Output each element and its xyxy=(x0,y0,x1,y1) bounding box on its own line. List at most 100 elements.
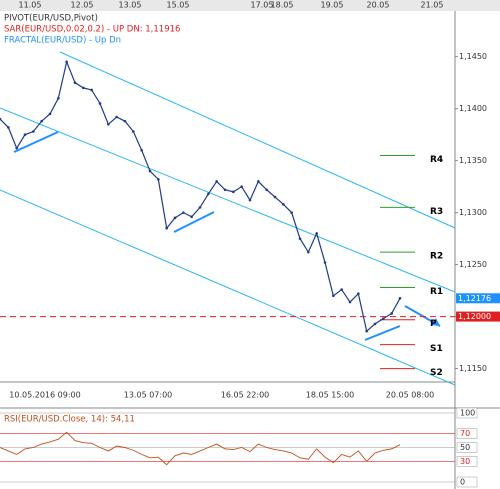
price-point xyxy=(223,188,227,192)
top-date-label: 21.05 xyxy=(421,1,444,10)
top-date-label: 18.05 xyxy=(271,1,294,10)
price-point xyxy=(73,81,77,84)
price-point xyxy=(198,206,202,209)
pivot-label: S2 xyxy=(430,368,443,378)
top-date-label: 11.05 xyxy=(19,1,42,10)
top-date-label: 13.05 xyxy=(119,1,142,10)
price-point xyxy=(382,317,385,320)
top-date-label: 19.05 xyxy=(321,1,344,10)
price-point xyxy=(90,88,93,92)
price-point xyxy=(315,232,318,235)
rsi-tick-label: 50 xyxy=(460,443,470,452)
price-point xyxy=(148,169,152,173)
legend-fractal: FRACTAL(EUR/USD) - Up Dn xyxy=(4,36,121,46)
price-point xyxy=(15,146,18,150)
bottom-date-label: 10.05.2016 09:00 xyxy=(9,391,80,400)
price-point xyxy=(132,130,135,133)
rsi-line xyxy=(0,431,401,466)
price-point xyxy=(282,203,285,206)
pivot-label: R3 xyxy=(430,207,443,217)
price-marker xyxy=(456,293,500,304)
rsi-tick-box xyxy=(456,456,478,467)
price-point xyxy=(48,112,52,116)
price-point xyxy=(123,119,127,123)
price-point xyxy=(82,86,85,90)
price-point xyxy=(32,130,35,133)
price-tick-label: 1,1150 xyxy=(459,364,487,373)
price-point xyxy=(23,133,27,136)
price-point xyxy=(232,190,235,194)
rsi-tick-label: 0 xyxy=(460,478,465,487)
price-point xyxy=(365,329,368,333)
price-point xyxy=(173,216,177,220)
rsi-label: RSI(EUR/USD.Close, 14): 54,11 xyxy=(4,415,135,425)
support-line xyxy=(173,211,215,233)
bottom-date-label: 20.05 08:00 xyxy=(386,391,435,400)
channel-upper xyxy=(59,51,456,229)
price-point xyxy=(65,60,68,64)
pivot-label: S1 xyxy=(430,344,443,354)
price-marker-label: 1,12176 xyxy=(458,294,491,303)
arrow-head xyxy=(431,318,440,326)
price-point xyxy=(0,117,2,121)
price-point xyxy=(290,211,293,214)
price-point xyxy=(332,294,335,298)
price-point xyxy=(40,119,43,123)
price-tick-label: 1,1350 xyxy=(459,156,487,165)
price-point xyxy=(398,296,402,300)
rsi-tick-label: 70 xyxy=(460,429,470,438)
support-line xyxy=(13,131,59,153)
price-point xyxy=(348,300,352,304)
price-tick-label: 1,1250 xyxy=(459,260,487,269)
price-tick-label: 1,1300 xyxy=(459,208,487,217)
price-point xyxy=(298,237,302,240)
price-point xyxy=(7,126,10,129)
bottom-date-label: 16.05 22:00 xyxy=(221,391,270,400)
pivot-label: P xyxy=(430,319,437,329)
price-point xyxy=(340,288,343,291)
rsi-tick-label: 100 xyxy=(460,409,475,418)
support-line xyxy=(364,325,401,341)
pivot-label: R1 xyxy=(430,287,443,297)
channel-lower xyxy=(0,189,456,386)
price-point xyxy=(190,215,193,219)
rsi-tick-label: 30 xyxy=(460,457,470,466)
top-date-label: 15.05 xyxy=(167,1,190,10)
price-point xyxy=(157,178,160,181)
price-point xyxy=(107,122,110,126)
price-point xyxy=(373,322,377,326)
rsi-tick-box xyxy=(456,428,478,439)
price-point xyxy=(265,188,268,192)
rsi-tick-box xyxy=(456,442,478,453)
price-point xyxy=(165,226,168,230)
price-point xyxy=(215,180,218,183)
price-point xyxy=(273,195,277,199)
bottom-date-label: 13.05 07:00 xyxy=(124,391,173,400)
price-point xyxy=(307,250,310,254)
price-point xyxy=(207,192,210,196)
rsi-tick-box xyxy=(456,476,478,488)
top-date-label: 20.05 xyxy=(367,1,390,10)
channel-middle xyxy=(0,107,456,293)
price-marker-label: 1,12000 xyxy=(458,312,491,321)
price-point xyxy=(248,198,252,202)
pivot-label: R2 xyxy=(430,252,443,262)
price-point xyxy=(115,115,118,119)
price-tick-label: 1,1400 xyxy=(459,104,487,113)
top-axis-bar xyxy=(0,0,500,11)
price-point xyxy=(257,180,260,183)
price-point xyxy=(390,312,393,315)
legend-pivot: PIVOT(EUR/USD,Pivot) xyxy=(4,14,98,24)
legend-sar: SAR(EUR/USD,0.02,0.2) - UP DN: 1,11916 xyxy=(4,25,180,35)
top-date-label: 12.05 xyxy=(71,1,94,10)
price-point xyxy=(182,211,185,214)
price-tick-label: 1,1450 xyxy=(459,52,487,61)
price-point xyxy=(323,261,327,264)
price-point xyxy=(357,292,360,296)
top-date-label: 17.05 xyxy=(251,1,274,10)
rsi-tick-box xyxy=(456,407,478,419)
price-point xyxy=(57,96,60,100)
bottom-date-label: 18.05 15:00 xyxy=(306,391,355,400)
price-point xyxy=(140,148,143,152)
